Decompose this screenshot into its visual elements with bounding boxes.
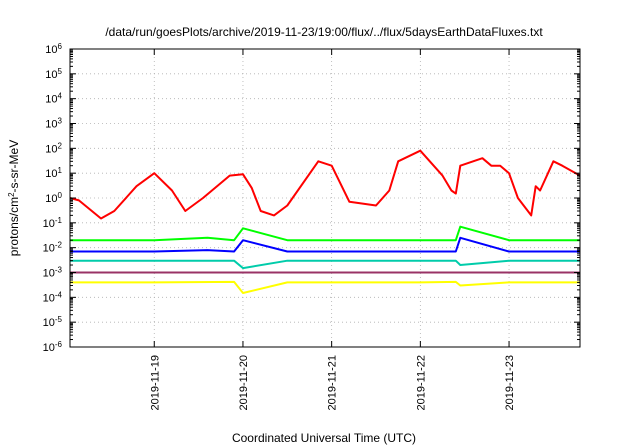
x-axis: 2019-11-19 2019-11-20 2019-11-21 2019-11-22…	[149, 49, 516, 410]
x-tick-label: 2019-11-23	[504, 355, 516, 410]
y-tick-label: 10-3	[43, 265, 63, 280]
y-tick-label: 105	[45, 66, 62, 81]
x-tick-label: 2019-11-22	[415, 355, 427, 410]
y-axis-label-suffix: -s-sr-MeV	[7, 140, 21, 193]
y-tick-label: 10-4	[43, 290, 63, 305]
y-tick-label: 106	[45, 42, 62, 57]
x-tick-label: 2019-11-21	[327, 355, 339, 410]
y-tick-label: 104	[45, 91, 62, 106]
series-line	[70, 225, 580, 242]
y-tick-label: 103	[45, 116, 62, 131]
y-tick-label: 102	[45, 141, 62, 156]
x-tick-label: 2019-11-20	[238, 355, 250, 410]
series-line	[70, 280, 580, 294]
y-tick-label: 10-6	[43, 340, 63, 355]
chart-title: /data/run/goesPlots/archive/2019-11-23/1…	[105, 25, 543, 39]
grid	[70, 49, 580, 347]
series-layer	[69, 149, 581, 294]
series-line	[69, 149, 581, 220]
y-axis-label: protons/cm2-s-sr-MeV	[7, 140, 22, 256]
series-line	[70, 236, 580, 253]
y-axis: 10-6 10-5 10-4 10-3 10-2 10-1 100 101 102 103 104 1…	[43, 42, 580, 355]
series-line	[70, 259, 580, 270]
y-axis-label-sup: 2	[7, 192, 16, 197]
x-axis-label: Coordinated Universal Time (UTC)	[232, 431, 416, 445]
y-tick-label: 101	[45, 166, 62, 181]
x-tick-label: 2019-11-19	[149, 355, 161, 410]
y-tick-label: 100	[45, 191, 62, 206]
y-tick-label: 10-2	[43, 240, 63, 255]
y-axis-label-prefix: protons/cm	[7, 197, 21, 256]
y-tick-label: 10-5	[43, 315, 63, 330]
y-tick-label: 10-1	[43, 215, 63, 230]
